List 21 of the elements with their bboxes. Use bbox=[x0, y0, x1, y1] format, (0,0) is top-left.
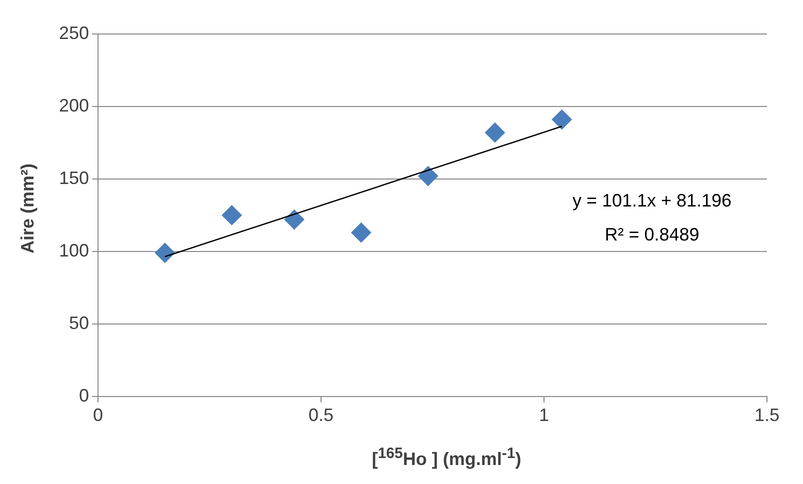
x-axis-title: [$^{165}$Ho ] (mg.ml$^{-1}$) bbox=[370, 445, 522, 470]
y-tick-label: 150 bbox=[58, 168, 90, 188]
y-tick-label: 250 bbox=[58, 22, 90, 43]
annotation: y = 101.1x + 81.196 bbox=[572, 190, 732, 210]
y-tick-label: 50 bbox=[69, 312, 90, 333]
x-tick-label: 1.5 bbox=[754, 405, 780, 426]
x-tick-label: 0 bbox=[93, 405, 104, 426]
point bbox=[351, 222, 372, 243]
point bbox=[284, 210, 304, 230]
x-tick-label: 1 bbox=[539, 405, 550, 426]
point bbox=[484, 122, 505, 143]
x-tick-label: 0.5 bbox=[308, 405, 334, 426]
point bbox=[418, 166, 438, 186]
y-tick-label: 200 bbox=[58, 95, 90, 116]
y-axis-title: Aire (mm²) bbox=[18, 162, 38, 254]
y-tick-label: 0 bbox=[79, 385, 90, 406]
point bbox=[552, 110, 572, 130]
point bbox=[222, 205, 242, 226]
annotation: R² = 0.8489 bbox=[604, 224, 700, 244]
point bbox=[154, 242, 175, 263]
y-tick-label: 100 bbox=[58, 240, 90, 260]
